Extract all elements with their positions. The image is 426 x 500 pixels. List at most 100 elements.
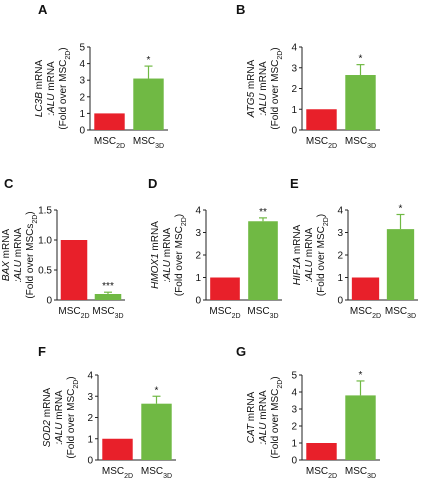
y-tick-label: 3 bbox=[291, 63, 297, 74]
x-tick-label: MSC3D bbox=[141, 466, 172, 480]
bar bbox=[345, 75, 376, 130]
bar bbox=[94, 113, 125, 130]
category-text: MSC bbox=[350, 306, 372, 317]
y-label-part: ) bbox=[58, 47, 69, 50]
category-subscript: 2D bbox=[124, 473, 133, 480]
category-subscript: 3D bbox=[155, 143, 164, 150]
category-text: MSC bbox=[92, 306, 114, 317]
y-label-part: (Fold over MSC bbox=[270, 60, 281, 130]
y-axis-label: LC3B mRNA bbox=[34, 60, 45, 118]
category-text: MSC bbox=[209, 306, 231, 317]
y-label-part: ) bbox=[25, 211, 36, 214]
y-label-part: 2D bbox=[32, 215, 39, 224]
y-tick-label: 4 bbox=[291, 43, 297, 54]
y-label-part: mRNA bbox=[150, 221, 161, 254]
x-tick-label: MSC3D bbox=[247, 306, 278, 320]
y-tick-label: 5 bbox=[79, 43, 85, 54]
y-label-part: mRNA bbox=[292, 224, 303, 257]
y-tick-label: 2 bbox=[79, 92, 85, 103]
y-tick-label: 1 bbox=[291, 439, 297, 450]
y-axis-label: HMOX1 mRNA bbox=[150, 221, 161, 289]
y-tick-label: 2 bbox=[195, 251, 201, 262]
y-tick-label: 1 bbox=[79, 109, 85, 120]
y-tick-label: 4 bbox=[291, 388, 297, 399]
y-tick-label: 0 bbox=[291, 126, 297, 137]
y-axis-label: :ALU mRNA bbox=[54, 390, 65, 445]
category-text: MSC bbox=[133, 136, 155, 147]
y-axis-label: ATG5 mRNA bbox=[246, 59, 257, 118]
significance: * bbox=[155, 385, 159, 396]
y-tick-label: 1 bbox=[337, 273, 343, 284]
x-tick-label: MSC3D bbox=[345, 466, 376, 480]
y-label-part: 2D bbox=[277, 380, 284, 389]
category-text: MSC bbox=[385, 306, 407, 317]
y-tick-label: 2 bbox=[291, 84, 297, 95]
y-axis-label: (Fold over MSC2D) bbox=[174, 214, 188, 296]
y-label-part: 2D bbox=[181, 217, 188, 226]
y-label-part: ) bbox=[270, 47, 281, 50]
y-tick-label: 2 bbox=[291, 422, 297, 433]
category-subscript: 3D bbox=[407, 313, 416, 320]
y-tick-label: 3 bbox=[337, 228, 343, 239]
y-tick-label: 3 bbox=[195, 228, 201, 239]
bar bbox=[351, 277, 380, 300]
y-tick-label: 3 bbox=[291, 405, 297, 416]
y-label-part: :ALU bbox=[13, 259, 24, 282]
error-bar bbox=[152, 395, 161, 404]
y-tick-label: 4 bbox=[87, 371, 93, 382]
y-label-part: (Fold over MSC bbox=[58, 60, 69, 130]
y-label-part: ) bbox=[316, 214, 327, 217]
y-label-part: (Fold over MSC bbox=[174, 226, 185, 296]
significance: * bbox=[359, 54, 363, 65]
category-subscript: 3D bbox=[367, 473, 376, 480]
y-tick-label: 0 bbox=[195, 296, 201, 307]
x-tick-label: MSC2D bbox=[350, 306, 381, 320]
y-tick-label: 0 bbox=[337, 296, 343, 307]
y-tick-label: 4 bbox=[337, 206, 343, 217]
y-axis-label: :ALU mRNA bbox=[258, 61, 269, 116]
panel-label: C bbox=[4, 176, 14, 191]
x-tick-label: MSC2D bbox=[306, 466, 337, 480]
y-label-part: (Fold over MSC bbox=[66, 389, 77, 459]
y-tick-label: 5 bbox=[291, 371, 297, 382]
category-subscript: 3D bbox=[270, 313, 279, 320]
category-text: MSC bbox=[247, 306, 269, 317]
y-label-part: mRNA bbox=[304, 227, 315, 260]
y-label-part: ATG5 bbox=[246, 91, 257, 118]
y-label-part: 2D bbox=[73, 380, 80, 389]
category-text: MSC bbox=[141, 466, 163, 477]
y-label-part: mRNA bbox=[46, 61, 57, 94]
y-label-part: SOD2 bbox=[42, 420, 53, 448]
bar bbox=[210, 277, 240, 300]
x-tick-label: MSC2D bbox=[209, 306, 240, 320]
y-label-part: CAT bbox=[246, 423, 257, 443]
y-label-part: HIF1A bbox=[292, 257, 303, 286]
y-label-part: (Fold over MSC bbox=[316, 226, 327, 296]
bar bbox=[248, 221, 278, 300]
significance: * bbox=[399, 204, 403, 215]
error-bar bbox=[144, 65, 153, 79]
y-label-part: 2D bbox=[277, 51, 284, 60]
y-tick-label: 0 bbox=[87, 456, 93, 467]
significance: * bbox=[147, 55, 151, 66]
y-label-part: mRNA bbox=[258, 61, 269, 94]
y-label-part: (Fold over MSCs bbox=[25, 224, 36, 299]
panel-label: E bbox=[290, 176, 299, 191]
panel-label: G bbox=[236, 344, 246, 359]
category-subscript: 2D bbox=[116, 143, 125, 150]
y-axis-label: (Fold over MSC2D) bbox=[316, 214, 330, 296]
y-label-part: mRNA bbox=[13, 227, 24, 260]
y-label-part: ) bbox=[174, 214, 185, 217]
x-tick-label: MSC2D bbox=[102, 466, 133, 480]
bar bbox=[60, 240, 88, 300]
y-tick-label: 3 bbox=[87, 392, 93, 403]
y-label-part: :ALU bbox=[258, 422, 269, 445]
y-label-part: mRNA bbox=[162, 227, 173, 260]
y-axis-label: (Fold over MSC2D) bbox=[270, 47, 284, 129]
bar bbox=[345, 395, 376, 460]
y-axis-label: SOD2 mRNA bbox=[42, 387, 53, 447]
